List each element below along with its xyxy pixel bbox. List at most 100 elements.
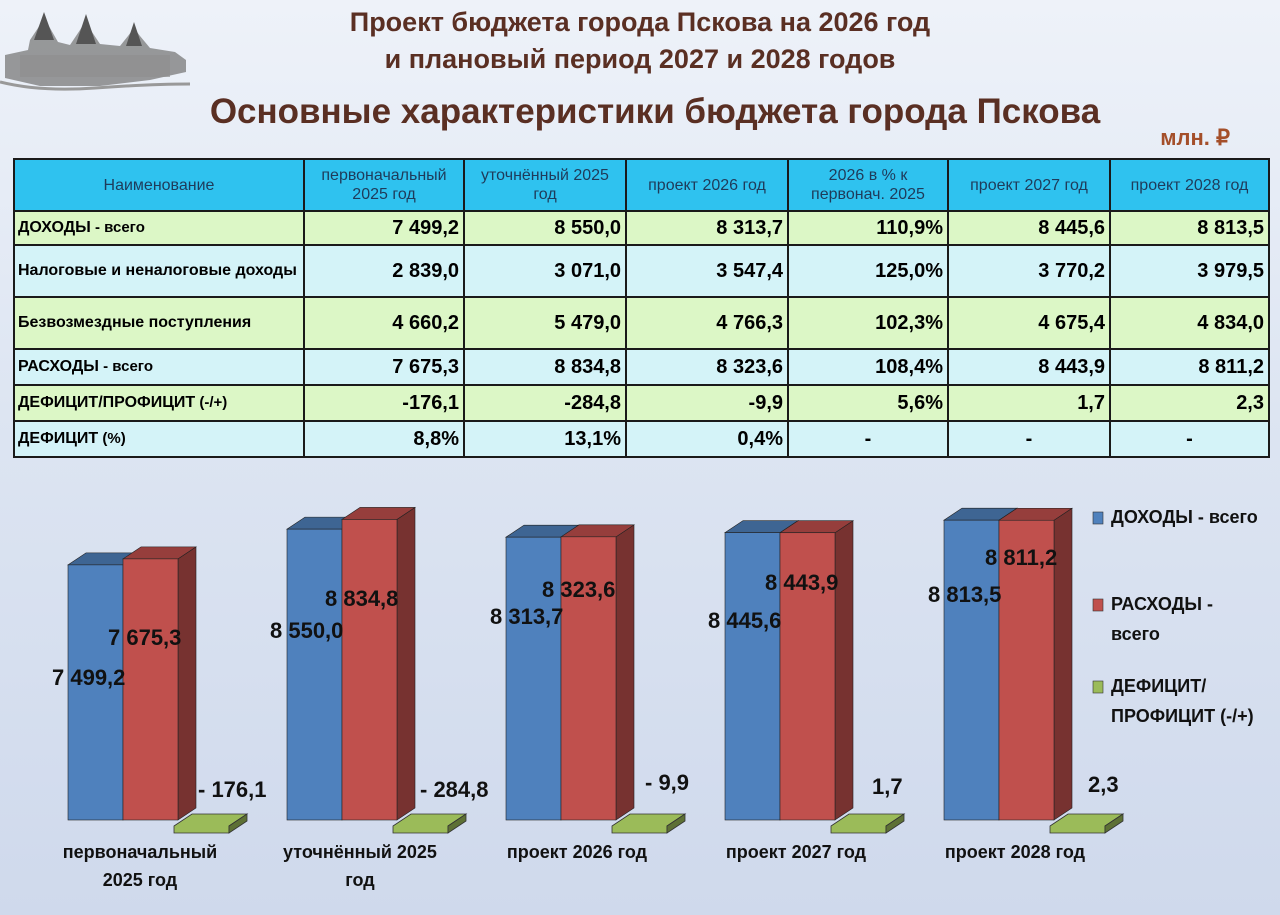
data-label: 8 313,7 bbox=[490, 604, 563, 629]
income-bar bbox=[67, 564, 124, 821]
title-line-2: и плановый период 2027 и 2028 годов bbox=[384, 44, 896, 74]
data-label: 8 445,6 bbox=[708, 608, 781, 633]
data-label: - 176,1 bbox=[198, 777, 267, 802]
row-name-main: Налоговые и неналоговые доходы bbox=[18, 262, 297, 279]
table-cell: 2,3 bbox=[1109, 384, 1270, 422]
income-bar bbox=[505, 536, 562, 821]
deficit-bar-side bbox=[885, 813, 905, 834]
category-label: год bbox=[345, 870, 375, 890]
expense-bar bbox=[560, 536, 617, 821]
table-cell: -176,1 bbox=[303, 384, 465, 422]
table-cell: 4 660,2 bbox=[303, 296, 465, 350]
table-cell: 8 834,8 bbox=[463, 348, 627, 386]
table-row: Безвозмездные поступления 4 660,2 5 479,… bbox=[13, 296, 1270, 350]
header-cell: первоначальный 2025 год bbox=[303, 158, 465, 212]
legend-label: всего bbox=[1111, 624, 1160, 644]
legend-label: ПРОФИЦИТ (-/+) bbox=[1111, 706, 1254, 726]
table-cell: 2 839,0 bbox=[303, 244, 465, 298]
table-cell: 13,1% bbox=[463, 420, 627, 458]
table-cell: 108,4% bbox=[787, 348, 949, 386]
data-label: 7 499,2 bbox=[52, 665, 125, 690]
table-cell: 125,0% bbox=[787, 244, 949, 298]
table-cell: 1,7 bbox=[947, 384, 1111, 422]
legend-swatch bbox=[1092, 680, 1104, 694]
table-row: ДЕФИЦИТ/ПРОФИЦИТ (-/+) -176,1 -284,8 -9,… bbox=[13, 384, 1270, 422]
data-label: 8 443,9 bbox=[765, 570, 838, 595]
table-cell: 8 313,7 bbox=[625, 210, 789, 246]
row-name: Налоговые и неналоговые доходы bbox=[13, 244, 305, 298]
table-cell: 8 813,5 bbox=[1109, 210, 1270, 246]
bar-side-1 bbox=[615, 524, 635, 821]
data-label: 8 550,0 bbox=[270, 618, 343, 643]
data-label: - 9,9 bbox=[645, 770, 689, 795]
unit-label: млн. ₽ bbox=[1160, 125, 1230, 150]
legend-label: РАСХОДЫ - bbox=[1111, 594, 1213, 614]
bar-side-1 bbox=[396, 506, 416, 821]
data-label: 8 323,6 bbox=[542, 577, 615, 602]
table-row: ДЕФИЦИТ (%) 8,8% 13,1% 0,4% - - - bbox=[13, 420, 1270, 458]
category-label: проект 2028 год bbox=[945, 842, 1086, 862]
deficit-bar-side bbox=[666, 813, 686, 834]
data-label: 8 813,5 bbox=[928, 582, 1001, 607]
legend-label: ДОХОДЫ - всего bbox=[1111, 507, 1258, 527]
table-cell: 3 071,0 bbox=[463, 244, 627, 298]
legend-swatch bbox=[1092, 598, 1104, 612]
category-label: первоначальный bbox=[63, 842, 217, 862]
table-cell: 8,8% bbox=[303, 420, 465, 458]
data-label: - 284,8 bbox=[420, 777, 489, 802]
income-bar bbox=[943, 519, 1000, 821]
table-cell: 110,9% bbox=[787, 210, 949, 246]
table-cell: 4 675,4 bbox=[947, 296, 1111, 350]
table-cell: 7 499,2 bbox=[303, 210, 465, 246]
header-cell: проект 2028 год bbox=[1109, 158, 1270, 212]
row-name: ДОХОДЫ - всего bbox=[13, 210, 305, 246]
table-cell: 5 479,0 bbox=[463, 296, 627, 350]
kremlin-logo bbox=[0, 12, 190, 91]
expense-bar bbox=[998, 519, 1055, 821]
table-cell: -284,8 bbox=[463, 384, 627, 422]
row-name-main: ДЕФИЦИТ bbox=[18, 430, 99, 447]
table-cell: 3 770,2 bbox=[947, 244, 1111, 298]
legend-swatch bbox=[1092, 511, 1104, 525]
expense-bar bbox=[779, 532, 836, 821]
row-name-suffix: (-/+) bbox=[195, 394, 228, 411]
income-bar bbox=[286, 528, 343, 821]
table-cell: 102,3% bbox=[787, 296, 949, 350]
income-bar bbox=[724, 532, 781, 821]
table-cell: 8 550,0 bbox=[463, 210, 627, 246]
category-label: уточнённый 2025 bbox=[283, 842, 437, 862]
header-cell: проект 2026 год bbox=[625, 158, 789, 212]
data-label: 8 834,8 bbox=[325, 586, 398, 611]
table-row: РАСХОДЫ - всего 7 675,3 8 834,8 8 323,6 … bbox=[13, 348, 1270, 386]
row-name-suffix: - всего bbox=[98, 358, 153, 375]
category-label: 2025 год bbox=[103, 870, 178, 890]
row-name: РАСХОДЫ - всего bbox=[13, 348, 305, 386]
table-cell: 7 675,3 bbox=[303, 348, 465, 386]
row-name: ДЕФИЦИТ/ПРОФИЦИТ (-/+) bbox=[13, 384, 305, 422]
header-cell: 2026 в % к первонач. 2025 bbox=[787, 158, 949, 212]
deficit-bar-side bbox=[447, 813, 467, 834]
legend-label: ДЕФИЦИТ/ bbox=[1111, 676, 1206, 696]
header-cell: проект 2027 год bbox=[947, 158, 1111, 212]
expense-bar bbox=[122, 558, 179, 821]
table-cell: 4 766,3 bbox=[625, 296, 789, 350]
header-cell: уточнённый 2025 год bbox=[463, 158, 627, 212]
category-label: проект 2027 год bbox=[726, 842, 867, 862]
bar-side-1 bbox=[177, 546, 197, 821]
table-cell: 8 443,9 bbox=[947, 348, 1111, 386]
row-name-suffix: - всего bbox=[90, 219, 145, 236]
budget-table: Наименование первоначальный 2025 год уто… bbox=[13, 158, 1270, 458]
table-cell: - bbox=[787, 420, 949, 458]
table-cell: 0,4% bbox=[625, 420, 789, 458]
table-cell: 3 979,5 bbox=[1109, 244, 1270, 298]
deficit-bar-side bbox=[228, 813, 248, 834]
data-label: 2,3 bbox=[1088, 772, 1119, 797]
table-cell: 5,6% bbox=[787, 384, 949, 422]
header-cell: Наименование bbox=[13, 158, 305, 212]
category-label: проект 2026 год bbox=[507, 842, 648, 862]
table-cell: 8 323,6 bbox=[625, 348, 789, 386]
deficit-bar-side bbox=[1104, 813, 1124, 834]
table-header-row: Наименование первоначальный 2025 год уто… bbox=[13, 158, 1270, 212]
row-name: ДЕФИЦИТ (%) bbox=[13, 420, 305, 458]
bar-side-1 bbox=[834, 520, 854, 821]
